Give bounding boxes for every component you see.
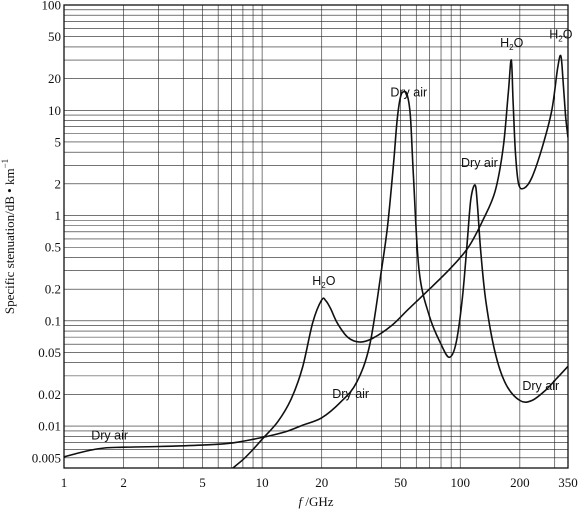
annotation-subscript: 2	[509, 43, 514, 52]
y-tick-label: 100	[42, 0, 62, 13]
x-tick-label: 10	[256, 475, 269, 490]
annotation-subscript: 2	[558, 35, 563, 44]
series-1-line	[64, 90, 568, 458]
x-axis-title: f /GHz	[298, 494, 333, 509]
y-tick-label: 0.1	[45, 313, 61, 328]
x-axis-title-italic: f	[298, 494, 304, 509]
annotation-part: O	[563, 28, 573, 42]
y-tick-label: 0.2	[45, 282, 61, 297]
annotation-part: H	[312, 274, 321, 288]
y-tick-label: 10	[48, 103, 61, 118]
annotation-part: O	[514, 36, 524, 50]
x-tick-label: 5	[199, 475, 206, 490]
curve-annotation: Dry air	[91, 428, 128, 442]
curve-annotation: H2O	[312, 274, 335, 290]
annotation-part: O	[326, 274, 336, 288]
x-tick-label: 2	[120, 475, 127, 490]
x-axis-title-unit: /GHz	[302, 494, 334, 509]
x-tick-label: 50	[394, 475, 407, 490]
y-tick-label: 0.01	[38, 419, 61, 434]
curve-annotation: H2O	[549, 28, 572, 44]
y-axis-title: Specific stenuation/dB • km−1	[0, 159, 17, 314]
grid-lines	[64, 5, 568, 468]
x-tick-label: 1	[61, 475, 68, 490]
y-tick-label: 2	[55, 176, 62, 191]
curve-annotation: Dry air	[461, 156, 498, 170]
curve-annotation: Dry air	[390, 86, 427, 100]
x-tick-label: 200	[510, 475, 530, 490]
annotation-subscript: 2	[321, 281, 326, 290]
y-tick-label: 20	[48, 71, 61, 86]
y-tick-label: 0.02	[38, 387, 61, 402]
y-tick-label: 50	[48, 29, 61, 44]
y-tick-label: 5	[55, 134, 62, 149]
curve-annotation: Dry air	[332, 387, 369, 401]
y-tick-label: 1	[55, 208, 62, 223]
series-2-line	[231, 54, 568, 468]
y-tick-label: 0.5	[45, 240, 61, 255]
x-tick-labels: 1 2 5 10 20 50 100 200 350	[61, 475, 578, 490]
y-tick-label: 0.05	[38, 345, 61, 360]
y-axis-title-text: Specific stenuation/dB • km	[2, 168, 17, 314]
annotation-part: H	[500, 36, 509, 50]
x-tick-label: 20	[315, 475, 328, 490]
y-axis-title-sup: −1	[0, 159, 10, 169]
plot-frame	[63, 4, 569, 469]
annotation-part: H	[549, 28, 558, 42]
x-tick-label: 100	[450, 475, 470, 490]
series-lines	[64, 54, 568, 468]
y-tick-labels: 0.005 0.01 0.02 0.05 0.1 0.2 0.5 1 2 5 10 20 50 100	[32, 0, 61, 465]
y-tick-label: 0.005	[32, 450, 61, 465]
curve-annotation: Dry air	[522, 379, 559, 393]
curve-annotation: H2O	[500, 36, 523, 52]
x-tick-label: 350	[558, 475, 578, 490]
